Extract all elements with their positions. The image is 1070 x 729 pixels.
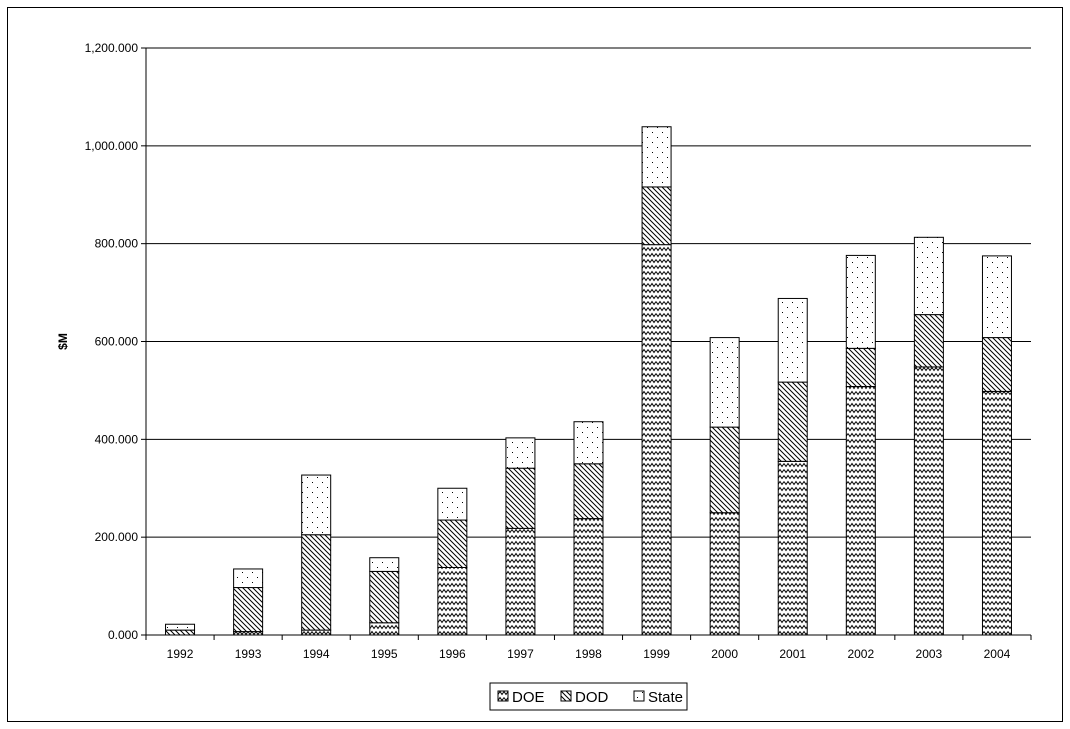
x-tick-label: 1999 [643,647,670,661]
bar-doe-1999 [641,244,672,636]
chart-frame [7,7,1063,722]
bar-dod-1998 [573,463,604,520]
y-tick-label: 1,000.000 [85,139,139,153]
bar-state-1993 [233,568,264,589]
bar-dod-1996 [437,519,468,568]
bar-doe-1996 [437,566,468,636]
x-tick-label: 1998 [575,647,602,661]
y-axis-title: $M [56,333,70,350]
bar-state-2002 [845,254,876,349]
bar-doe-2002 [845,386,876,636]
legend-label-dod: DOD [575,689,609,706]
y-tick-label: 600.000 [95,335,139,349]
bar-doe-1998 [573,518,604,636]
x-tick-label: 2002 [847,647,874,661]
x-tick-label: 1993 [235,647,262,661]
bar-state-1997 [505,437,536,469]
y-tick-label: 0.000 [108,628,138,642]
legend-swatch-dod [560,690,572,702]
bar-state-2003 [913,236,944,316]
bar-doe-1993 [233,631,264,636]
bar-state-1995 [369,557,400,572]
x-tick-label: 2003 [916,647,943,661]
x-tick-label: 2001 [779,647,806,661]
bar-doe-2004 [981,390,1012,636]
bar-dod-2003 [913,314,944,368]
bar-dod-2000 [709,426,740,514]
legend-swatch-state [633,690,645,702]
legend-swatch-doe [497,690,509,702]
x-tick-label: 1992 [167,647,194,661]
x-tick-label: 2000 [711,647,738,661]
bar-dod-1995 [369,570,400,624]
bar-doe-1995 [369,622,400,636]
bar-doe-2000 [709,512,740,636]
legend-label-doe: DOE [512,689,545,706]
x-tick-label: 1996 [439,647,466,661]
bar-doe-2001 [777,460,808,636]
x-tick-label: 1994 [303,647,330,661]
bar-dod-1999 [641,186,672,246]
x-tick-label: 1997 [507,647,534,661]
bar-state-2004 [981,255,1012,339]
bar-state-1994 [301,474,332,536]
bar-dod-2002 [845,347,876,388]
x-tick-label: 2004 [984,647,1011,661]
bar-dod-1992 [165,629,196,636]
legend-box [489,682,688,711]
bar-state-1992 [165,623,196,631]
bar-dod-2004 [981,337,1012,392]
x-tick-label: 1995 [371,647,398,661]
y-tick-label: 400.000 [95,432,139,446]
bar-doe-2003 [913,366,944,636]
bar-state-1998 [573,421,604,465]
y-tick-label: 200.000 [95,530,139,544]
bar-dod-1994 [301,534,332,631]
bar-doe-1994 [301,629,332,636]
legend-label-state: State [648,689,683,706]
bar-state-1996 [437,487,468,521]
bar-doe-1997 [505,527,536,636]
bar-state-1999 [641,126,672,188]
bar-dod-2001 [777,381,808,462]
bar-dod-1997 [505,467,536,529]
y-tick-label: 800.000 [95,237,139,251]
y-tick-label: 1,200.000 [85,41,139,55]
bar-state-2001 [777,297,808,383]
bar-dod-1993 [233,587,264,633]
bar-state-2000 [709,337,740,428]
